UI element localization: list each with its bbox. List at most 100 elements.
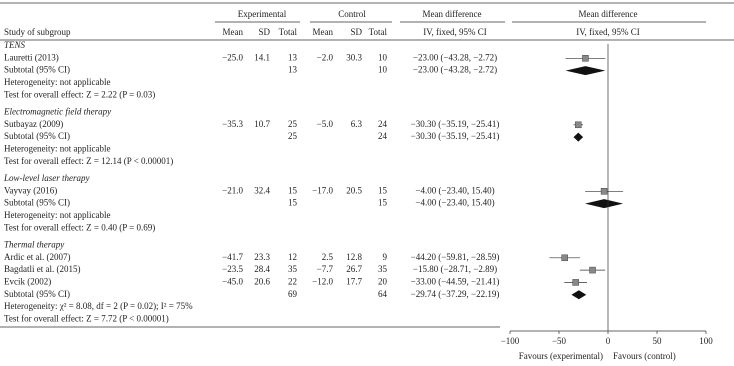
study-name: Lauretti (2013)	[4, 52, 59, 62]
study-cell: 26.7	[346, 264, 362, 274]
subtotal-total: 15	[288, 198, 298, 208]
column-label: Mean	[313, 27, 334, 37]
study-cell: −35.3	[222, 119, 243, 129]
study-cell: 12.8	[346, 252, 362, 262]
subtotal-ci: −30.30 (−35.19, −25.41)	[411, 131, 500, 141]
subtotal-name: Subtotal (95% CI)	[4, 65, 70, 75]
group-header: Mean difference	[422, 9, 481, 19]
overall-test: Test for overall effect: Z = 0.40 (P = 0…	[4, 222, 155, 232]
study-square	[582, 55, 589, 62]
study-cell: 23.3	[254, 252, 270, 262]
heterogeneity: Heterogeneity: not applicable	[4, 210, 110, 220]
subtotal-name: Subtotal (95% CI)	[4, 198, 70, 208]
subtotal-ci: −29.74 (−37.29, −22.19)	[411, 289, 500, 299]
study-cell: −5.0	[317, 119, 334, 129]
subtotal-total: 69	[288, 289, 298, 299]
study-cell: 20.6	[254, 276, 270, 286]
study-ci: −4.00 (−23.40, 15.40)	[415, 185, 494, 195]
study-cell: −23.5	[222, 264, 243, 274]
subtotal-total: 13	[288, 65, 298, 75]
subtotal-diamond	[571, 290, 587, 300]
study-square	[589, 266, 596, 274]
subgroup-title: Electromagnetic field therapy	[3, 107, 111, 117]
heterogeneity: Heterogeneity: not applicable	[4, 77, 110, 87]
study-ci: −44.20 (−59.81, −28.59)	[411, 252, 500, 262]
study-cell: −45.0	[222, 276, 243, 286]
column-label: Study of subgroup	[4, 27, 71, 37]
study-ci: −23.00 (−43.28, −2.72)	[413, 52, 497, 62]
subtotal-total: 64	[378, 289, 388, 299]
subgroup-title: Low-level laser therapy	[3, 173, 89, 183]
subtotal-diamond	[565, 66, 606, 76]
subgroup-title: Thermal therapy	[4, 240, 64, 250]
x-tick-label: 50	[653, 336, 663, 346]
study-cell: 35	[288, 264, 298, 274]
column-label: SD	[258, 27, 270, 37]
study-square	[575, 121, 582, 129]
study-cell: −17.0	[312, 185, 333, 195]
heterogeneity: Heterogeneity: χ² = 8.08, df = 2 (P = 0.…	[4, 301, 193, 311]
column-label: IV, fixed, 95% CI	[576, 27, 640, 37]
study-square	[572, 279, 579, 286]
study-cell: 6.3	[351, 119, 363, 129]
study-cell: 17.7	[346, 276, 362, 286]
subtotal-ci: −4.00 (−23.40, 15.40)	[415, 198, 494, 208]
study-cell: 20	[378, 276, 388, 286]
overall-test: Test for overall effect: Z = 2.22 (P = 0…	[4, 89, 155, 99]
subtotal-diamond	[573, 132, 584, 142]
study-cell: 15	[288, 185, 298, 195]
study-cell: −2.0	[317, 52, 334, 62]
study-cell: 13	[288, 52, 298, 62]
study-square	[600, 188, 608, 195]
column-label: IV, fixed, 95% CI	[423, 27, 487, 37]
study-cell: 10.7	[254, 119, 270, 129]
subtotal-ci: −23.00 (−43.28, −2.72)	[413, 65, 497, 75]
group-header: Control	[338, 9, 366, 19]
study-cell: 10	[378, 52, 388, 62]
study-name: Vayvay (2016)	[4, 185, 57, 195]
subtotal-total: 24	[378, 131, 388, 141]
study-ci: −33.00 (−44.59, −21.41)	[411, 276, 500, 286]
study-cell: 30.3	[346, 52, 362, 62]
column-label: Mean	[223, 27, 244, 37]
subtotal-total: 15	[378, 198, 388, 208]
study-cell: −25.0	[222, 52, 243, 62]
subtotal-diamond	[585, 199, 624, 209]
study-cell: 15	[378, 185, 388, 195]
study-name: Ardic et al. (2007)	[4, 252, 70, 262]
subgroup-title: TENS	[4, 40, 26, 50]
study-cell: 2.5	[322, 252, 334, 262]
study-square	[561, 254, 568, 262]
heterogeneity: Heterogeneity: not applicable	[4, 143, 110, 153]
study-cell: 22	[288, 276, 297, 286]
study-name: Sutbayaz (2009)	[4, 119, 63, 129]
study-cell: −7.7	[317, 264, 334, 274]
overall-test: Test for overall effect: Z = 12.14 (P < …	[4, 156, 173, 166]
subtotal-name: Subtotal (95% CI)	[4, 131, 70, 141]
study-cell: 25	[288, 119, 298, 129]
column-label: SD	[350, 27, 362, 37]
favours-left: Favours (experimental)	[519, 351, 603, 361]
x-tick-label: −100	[501, 336, 520, 346]
study-cell: 28.4	[254, 264, 270, 274]
x-tick-label: 100	[699, 336, 713, 346]
study-cell: −12.0	[312, 276, 333, 286]
study-cell: −41.7	[222, 252, 243, 262]
study-cell: 14.1	[254, 52, 270, 62]
subtotal-name: Subtotal (95% CI)	[4, 289, 70, 299]
study-name: Evcik (2002)	[4, 276, 51, 286]
subtotal-total: 10	[378, 65, 388, 75]
study-cell: 35	[378, 264, 388, 274]
study-cell: 24	[378, 119, 388, 129]
subtotal-total: 25	[288, 131, 298, 141]
overall-test: Test for overall effect: Z = 7.72 (P < 0…	[4, 313, 169, 323]
column-label: Total	[369, 27, 388, 37]
x-tick-label: 0	[606, 336, 611, 346]
group-header: Experimental	[238, 9, 287, 19]
study-cell: 9	[383, 252, 388, 262]
study-name: Bagdatli et al. (2015)	[4, 264, 80, 274]
x-tick-label: −50	[552, 336, 567, 346]
column-label: Total	[279, 27, 298, 37]
